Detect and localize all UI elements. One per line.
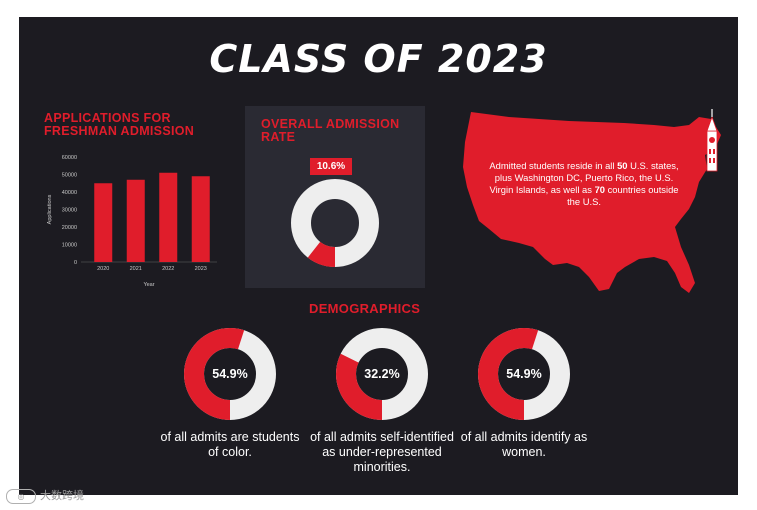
demographics-value-1: 54.9% (212, 367, 248, 381)
applications-bar-chart: 0 10000 20000 30000 40000 50000 60000 2020 2021 2… (47, 155, 217, 288)
x-axis-label: Year (143, 282, 154, 288)
bar (126, 179, 145, 262)
admission-rate-panel: OVERALL ADMISSION RATE 10.6% (245, 106, 425, 288)
demographics-donut-3 (478, 328, 570, 420)
x-tick-label: 2020 (97, 266, 109, 272)
x-tick-label: 2023 (195, 266, 207, 272)
bar (159, 172, 178, 262)
demographics-title: DEMOGRAPHICS (309, 301, 421, 316)
bar (191, 176, 210, 262)
applications-chart-title: APPLICATIONS FOR FRESHMAN ADMISSION (44, 111, 195, 138)
demographics-caption-2: of all admits self-identified as under-r… (310, 430, 454, 474)
x-tick-label: 2021 (130, 266, 142, 272)
watermark: ◎ 大数跨境 (6, 487, 84, 504)
page-title: CLASS OF 2023 (209, 37, 548, 81)
y-tick-label: 50000 (62, 173, 77, 179)
infographic-poster: CLASS OF 2023 APPLICATIONS FOR FRESHMAN … (19, 17, 738, 495)
donut-segment (478, 328, 570, 420)
bar (94, 183, 113, 262)
y-tick-label: 30000 (62, 208, 77, 214)
map-description: Admitted students reside in all 50 U.S. … (489, 160, 679, 207)
big-ben-icon (706, 109, 718, 172)
y-tick-label: 60000 (62, 155, 77, 161)
y-tick-label: 0 (74, 260, 77, 266)
demographics-value-2: 32.2% (364, 367, 400, 381)
x-tick-label: 2022 (162, 266, 174, 272)
admission-rate-badge: 10.6% (310, 158, 352, 175)
y-tick-label: 40000 (62, 190, 77, 196)
demographics-donut-2 (336, 328, 428, 420)
admission-rate-title: OVERALL ADMISSION RATE (261, 117, 400, 144)
demographics-value-3: 54.9% (506, 367, 542, 381)
demographics-donut-1 (184, 328, 276, 420)
y-tick-label: 10000 (62, 243, 77, 249)
y-axis-label: Applications (47, 194, 53, 224)
donut-track (291, 179, 379, 267)
donut-segment (336, 328, 428, 420)
admission-rate-donut (291, 179, 379, 267)
us-map (463, 109, 721, 293)
demographics-caption-1: of all admits are students of color. (160, 430, 300, 459)
us-map-shape (463, 112, 721, 293)
donut-segment (291, 179, 379, 267)
donut-segment (184, 328, 276, 420)
watermark-logo-icon: ◎ (6, 488, 36, 504)
y-tick-label: 20000 (62, 225, 77, 231)
demographics-caption-3: of all admits identify as women. (460, 430, 588, 459)
